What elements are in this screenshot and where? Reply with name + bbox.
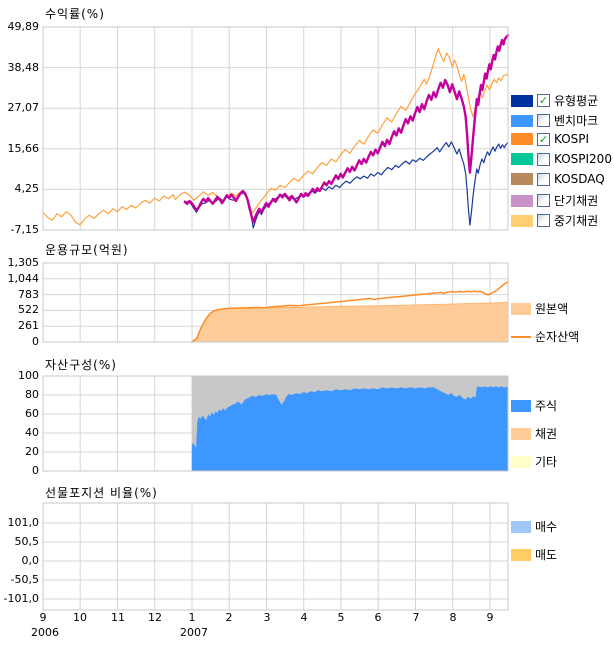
y-tick-label: 60 bbox=[25, 407, 39, 420]
legend-checkbox-단기채권[interactable] bbox=[537, 194, 550, 207]
x-tick-month: 1 bbox=[188, 611, 196, 624]
y-tick-label: -101,0 bbox=[3, 592, 39, 605]
legend-label: 매도 bbox=[535, 548, 558, 562]
x-tick-month: 4 bbox=[300, 611, 308, 624]
legend-label: 원본액 bbox=[535, 302, 569, 316]
y-tick-label: 15,66 bbox=[7, 142, 40, 155]
legend-label: 매수 bbox=[535, 520, 558, 534]
x-tick-year: 2006 bbox=[31, 626, 59, 639]
legend-item-0-5[interactable]: 단기채권 bbox=[511, 192, 598, 209]
legend-label: KOSDAQ bbox=[554, 172, 605, 186]
y-tick-label: 38,48 bbox=[7, 61, 40, 74]
legend-line-swatch bbox=[511, 335, 531, 338]
legend-label: 유형평균 bbox=[554, 94, 599, 108]
legend-color-swatch bbox=[511, 302, 531, 315]
y-tick-label: 49,89 bbox=[7, 20, 40, 33]
y-tick-label: 50,5 bbox=[14, 535, 40, 548]
legend-item-0-4[interactable]: KOSDAQ bbox=[511, 172, 605, 186]
y-tick-label: 522 bbox=[18, 303, 39, 316]
legend-color-swatch bbox=[511, 455, 531, 468]
legend-label: 기타 bbox=[535, 455, 558, 469]
y-tick-label: 101,0 bbox=[7, 516, 40, 529]
y-tick-label: 0 bbox=[32, 464, 39, 477]
legend-checkbox-벤치마크[interactable] bbox=[537, 114, 550, 127]
y-tick-label: -7,15 bbox=[10, 223, 39, 236]
legend-item-2-1: 채권 bbox=[511, 425, 557, 442]
x-tick-month: 11 bbox=[111, 611, 125, 624]
legend-checkbox-KOSPI200[interactable] bbox=[537, 152, 550, 166]
legend-item-0-2[interactable]: ✓ KOSPI bbox=[511, 132, 589, 146]
y-tick-label: 27,07 bbox=[7, 101, 40, 114]
legend-item-3-1: 매도 bbox=[511, 546, 557, 563]
x-tick-year: 2007 bbox=[180, 626, 208, 639]
legend-color-swatch bbox=[511, 133, 533, 145]
legend-label: 채권 bbox=[535, 427, 558, 441]
legend-color-swatch bbox=[511, 114, 533, 127]
legend-color-swatch bbox=[511, 399, 531, 412]
legend-label: 단기채권 bbox=[554, 194, 599, 208]
legend-item-0-3[interactable]: KOSPI200 bbox=[511, 152, 612, 166]
x-tick-month: 3 bbox=[263, 611, 271, 624]
legend-color-swatch bbox=[511, 214, 533, 227]
legend-item-2-0: 주식 bbox=[511, 397, 557, 414]
legend-item-1-0: 원본액 bbox=[511, 300, 568, 317]
x-tick-month: 9 bbox=[39, 611, 47, 624]
y-tick-label: 261 bbox=[18, 319, 39, 332]
x-tick-month: 8 bbox=[449, 611, 457, 624]
y-tick-label: 80 bbox=[25, 388, 39, 401]
aum-chart-title: 운용규모(억원) bbox=[45, 243, 129, 257]
legend-label: KOSPI bbox=[554, 132, 590, 146]
y-tick-label: 20 bbox=[25, 445, 39, 458]
y-tick-label: 0,0 bbox=[21, 554, 40, 567]
legend-item-0-1[interactable]: 벤치마크 bbox=[511, 112, 598, 129]
x-tick-month: 5 bbox=[337, 611, 345, 624]
legend-color-swatch bbox=[511, 520, 531, 533]
y-tick-label: 783 bbox=[18, 288, 39, 301]
legend-label: 중기채권 bbox=[554, 214, 599, 228]
legend-color-swatch bbox=[511, 427, 531, 440]
legend-checkbox-KOSDAQ[interactable] bbox=[537, 172, 550, 186]
legend-label: KOSPI200 bbox=[554, 152, 612, 166]
legend-item-2-2: 기타 bbox=[511, 453, 557, 470]
legend-checkbox-유형평균[interactable]: ✓ bbox=[537, 94, 550, 107]
legend-label: 주식 bbox=[535, 399, 558, 413]
x-tick-month: 7 bbox=[412, 611, 420, 624]
legend-color-swatch bbox=[511, 153, 533, 165]
y-tick-label: 1,044 bbox=[7, 272, 40, 285]
y-tick-label: 0 bbox=[32, 335, 39, 348]
legend-label: 순자산액 bbox=[535, 330, 580, 344]
y-tick-label: -50,5 bbox=[10, 573, 39, 586]
x-tick-month: 12 bbox=[148, 611, 162, 624]
y-tick-label: 100 bbox=[18, 369, 39, 382]
legend-color-swatch bbox=[511, 94, 533, 107]
legend-color-swatch bbox=[511, 548, 531, 561]
returns-chart-title: 수익률(%) bbox=[45, 7, 105, 21]
legend-item-0-0[interactable]: ✓ 유형평균 bbox=[511, 92, 598, 109]
legend-label: 벤치마크 bbox=[554, 114, 599, 128]
x-tick-month: 9 bbox=[486, 611, 494, 624]
legend-item-1-1: 순자산액 bbox=[511, 328, 579, 345]
futures-chart-title: 선물포지션 비율(%) bbox=[45, 486, 158, 500]
legend-color-swatch bbox=[511, 194, 533, 207]
legend-checkbox-KOSPI[interactable]: ✓ bbox=[537, 132, 550, 146]
legend-checkbox-중기채권[interactable] bbox=[537, 214, 550, 227]
x-tick-month: 10 bbox=[73, 611, 87, 624]
legend-color-swatch bbox=[511, 173, 533, 185]
assets-chart-title: 자산구성(%) bbox=[45, 358, 117, 372]
legend-item-0-6[interactable]: 중기채권 bbox=[511, 212, 598, 229]
y-tick-label: 1,305 bbox=[7, 256, 40, 269]
x-tick-month: 2 bbox=[225, 611, 233, 624]
legend-item-3-0: 매수 bbox=[511, 518, 557, 535]
y-tick-label: 4,25 bbox=[14, 182, 40, 195]
x-tick-month: 6 bbox=[374, 611, 382, 624]
y-tick-label: 40 bbox=[25, 426, 39, 439]
